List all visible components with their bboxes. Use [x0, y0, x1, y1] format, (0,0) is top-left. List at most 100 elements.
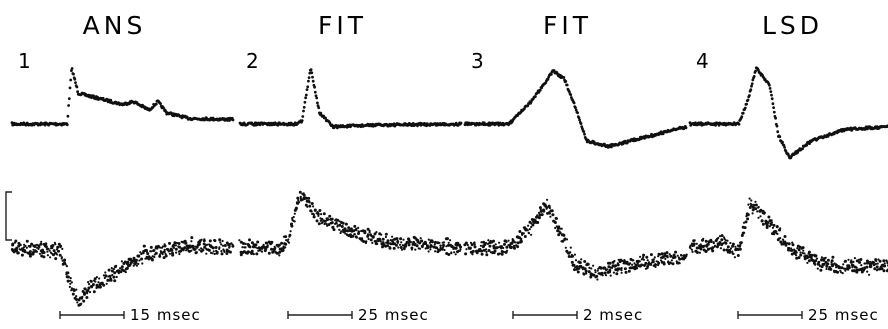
bottom-trace-point	[454, 246, 458, 250]
bottom-trace-point	[665, 251, 669, 255]
bottom-trace-point	[829, 267, 833, 271]
bottom-trace-point	[795, 251, 798, 254]
top-trace-point	[768, 83, 771, 87]
top-trace-point	[92, 94, 95, 98]
panel-3: FIT 3 2 msec	[463, 11, 688, 324]
bottom-trace-point	[799, 253, 803, 257]
bottom-trace-point	[365, 240, 368, 243]
bottom-trace-point	[746, 217, 750, 221]
bottom-trace-point	[353, 224, 357, 228]
bottom-trace-point	[376, 242, 379, 245]
bottom-trace-point	[322, 212, 326, 216]
bottom-trace-point	[30, 242, 34, 246]
bottom-trace-point	[791, 243, 795, 247]
top-trace-point	[302, 109, 305, 113]
bottom-trace-point	[781, 238, 785, 241]
bottom-trace-point	[120, 265, 124, 269]
bottom-trace-point	[362, 240, 366, 243]
bottom-trace-point	[284, 246, 287, 249]
bottom-trace-point	[796, 247, 799, 250]
bottom-trace-point	[170, 248, 174, 252]
bottom-trace-point	[281, 248, 285, 252]
bottom-trace-point	[773, 233, 776, 236]
bottom-trace-point	[537, 216, 541, 220]
bottom-trace-point	[347, 226, 351, 230]
bottom-trace-point	[83, 287, 87, 291]
bottom-trace-point	[824, 256, 827, 259]
bottom-trace-point	[713, 244, 717, 247]
bottom-trace-point	[256, 240, 260, 244]
bottom-trace-point	[37, 244, 41, 248]
top-trace-point	[307, 76, 311, 79]
bottom-trace	[688, 197, 888, 276]
bottom-trace-point	[75, 295, 78, 298]
top-trace-point	[72, 72, 75, 76]
bottom-trace-point	[652, 258, 655, 261]
bottom-trace-point	[139, 251, 142, 254]
bottom-trace-point	[94, 280, 97, 283]
bottom-trace-point	[865, 265, 869, 269]
bottom-trace-point	[384, 235, 387, 239]
bottom-trace-point	[41, 248, 45, 252]
bottom-trace-point	[699, 245, 702, 248]
bottom-trace-point	[307, 196, 311, 200]
bottom-trace-point	[327, 218, 330, 221]
bottom-trace	[238, 190, 462, 257]
panel-number: 1	[18, 49, 31, 73]
bottom-trace-point	[373, 232, 377, 236]
bottom-trace-point	[578, 261, 582, 265]
bottom-trace-point	[238, 239, 241, 242]
bottom-trace-point	[218, 238, 222, 242]
bottom-trace-point	[292, 215, 295, 219]
bottom-trace-point	[375, 231, 378, 234]
bottom-trace-point	[880, 267, 884, 271]
bottom-trace-point	[784, 243, 788, 247]
bottom-trace-point	[154, 251, 158, 255]
time-scale-bar	[287, 311, 353, 319]
bottom-trace-point	[120, 260, 123, 263]
bottom-trace-point	[795, 256, 799, 260]
bottom-trace-point	[569, 246, 572, 249]
bottom-trace-point	[190, 236, 194, 240]
bottom-trace-point	[174, 241, 177, 244]
bottom-trace-point	[389, 242, 393, 246]
bottom-trace-point	[290, 224, 294, 228]
bottom-trace-point	[241, 246, 244, 249]
bottom-trace-point	[673, 255, 677, 259]
bottom-trace-point	[250, 249, 254, 253]
bottom-trace-point	[729, 247, 733, 250]
bottom-trace-point	[594, 269, 597, 272]
bottom-trace-point	[415, 244, 419, 248]
bottom-trace-point	[722, 248, 726, 252]
bottom-trace-point	[831, 255, 835, 259]
top-trace-point	[73, 77, 77, 81]
bottom-trace-point	[584, 269, 588, 273]
top-trace-point	[459, 121, 463, 125]
bottom-trace-point	[586, 262, 590, 266]
bottom-trace-point	[447, 253, 451, 256]
bottom-trace-point	[704, 249, 708, 253]
top-trace-point	[741, 111, 745, 115]
bottom-trace-point	[368, 231, 371, 234]
bottom-trace-point	[582, 272, 585, 275]
bottom-trace-point	[280, 247, 283, 250]
top-trace-point	[309, 68, 313, 71]
bottom-trace-point	[621, 259, 624, 262]
bottom-trace-point	[163, 244, 167, 248]
top-trace-point	[770, 97, 774, 101]
bottom-trace-point	[851, 264, 855, 268]
bottom-trace-point	[857, 258, 860, 261]
top-trace-point	[565, 83, 569, 87]
bottom-trace-point	[98, 285, 102, 289]
bottom-trace-point	[612, 271, 616, 274]
bottom-trace-point	[220, 250, 223, 253]
bottom-trace-point	[317, 213, 320, 216]
top-trace-point	[769, 90, 773, 93]
bottom-trace-point	[367, 237, 370, 241]
panel-4: LSD 4 25 msec	[688, 11, 888, 324]
bottom-trace-point	[592, 274, 596, 277]
bottom-trace-point	[632, 259, 635, 262]
bottom-trace-point	[429, 248, 432, 251]
bottom-trace-point	[734, 245, 737, 248]
